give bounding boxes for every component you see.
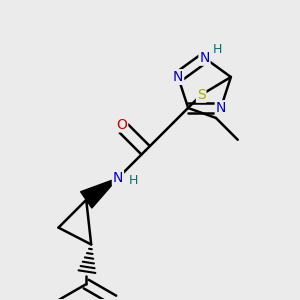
Polygon shape — [81, 178, 118, 208]
Text: H: H — [129, 174, 139, 187]
Text: N: N — [173, 70, 183, 84]
Text: H: H — [213, 44, 222, 56]
Text: O: O — [116, 118, 127, 132]
Text: N: N — [113, 171, 123, 185]
Text: S: S — [197, 88, 206, 102]
Text: N: N — [216, 101, 226, 115]
Text: N: N — [199, 51, 210, 65]
